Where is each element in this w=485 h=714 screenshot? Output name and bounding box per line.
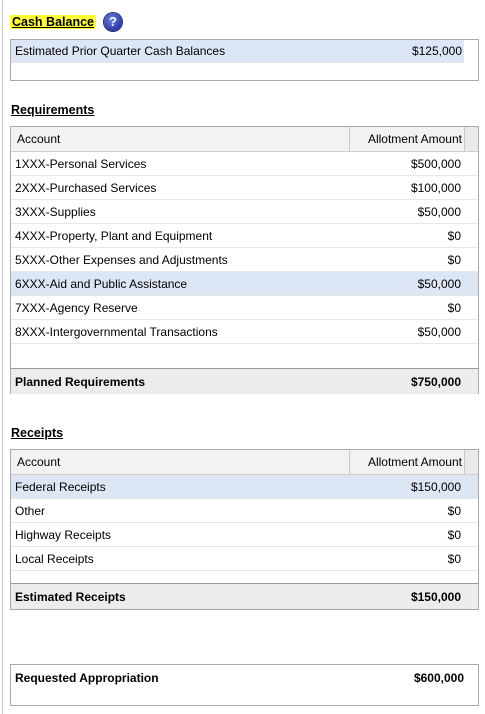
planned-requirements-value: $750,000 [410, 375, 461, 389]
account-cell: 3XXX-Supplies [15, 205, 96, 219]
cash-balance-title: Cash Balance [10, 15, 96, 29]
cash-balance-label: Estimated Prior Quarter Cash Balances [15, 44, 226, 58]
empty-row-space [11, 571, 478, 583]
receipts-header: Account Allotment Amount [11, 450, 478, 475]
requirements-header: Account Allotment Amount [11, 127, 478, 152]
column-divider [349, 450, 350, 474]
estimated-receipts-row: Estimated Receipts $150,000 [11, 583, 478, 609]
amount-cell: $100,000 [410, 181, 461, 195]
table-row[interactable]: 5XXX-Other Expenses and Adjustments $0 [11, 248, 478, 272]
requested-appropriation-box: Requested Appropriation $600,000 [10, 664, 479, 706]
receipts-table: Account Allotment Amount Federal Receipt… [10, 449, 479, 610]
column-header-allotment-amount[interactable]: Allotment Amount [367, 132, 462, 146]
amount-cell: $0 [447, 504, 461, 518]
account-cell: Highway Receipts [15, 528, 112, 542]
table-row[interactable]: Highway Receipts $0 [11, 523, 478, 547]
amount-cell: $0 [447, 253, 461, 267]
amount-cell: $0 [447, 552, 461, 566]
amount-cell: $50,000 [417, 277, 461, 291]
cash-balance-box: Estimated Prior Quarter Cash Balances $1… [10, 39, 479, 81]
cash-balance-row[interactable]: Estimated Prior Quarter Cash Balances $1… [11, 40, 464, 63]
table-row[interactable]: Local Receipts $0 [11, 547, 478, 571]
amount-cell: $0 [447, 229, 461, 243]
estimated-receipts-label: Estimated Receipts [15, 590, 126, 604]
amount-cell: $50,000 [417, 325, 461, 339]
account-cell: 7XXX-Agency Reserve [15, 301, 138, 315]
page-left-border [2, 0, 3, 714]
account-cell: Other [15, 504, 46, 518]
scrollbar-header-cell [464, 127, 478, 151]
column-divider [349, 127, 350, 151]
cash-balance-value: $125,000 [411, 44, 462, 58]
empty-row-space [11, 344, 478, 368]
account-cell: 8XXX-Intergovernmental Transactions [15, 325, 218, 339]
account-cell: 6XXX-Aid and Public Assistance [15, 277, 188, 291]
table-row-selected[interactable]: Federal Receipts $150,000 [11, 475, 478, 499]
amount-cell: $150,000 [410, 480, 461, 494]
amount-cell: $50,000 [417, 205, 461, 219]
column-header-account[interactable]: Account [17, 455, 61, 469]
table-row[interactable]: 7XXX-Agency Reserve $0 [11, 296, 478, 320]
amount-cell: $0 [447, 301, 461, 315]
question-mark-icon[interactable]: ? [104, 13, 122, 31]
table-row[interactable]: 8XXX-Intergovernmental Transactions $50,0… [11, 320, 478, 344]
table-row[interactable]: 1XXX-Personal Services $500,000 [11, 152, 478, 176]
amount-cell: $0 [447, 528, 461, 542]
requirements-table: Account Allotment Amount 1XXX-Personal S… [10, 126, 479, 394]
table-row[interactable]: 3XXX-Supplies $50,000 [11, 200, 478, 224]
planned-requirements-row: Planned Requirements $750,000 [11, 368, 478, 394]
account-cell: 5XXX-Other Expenses and Adjustments [15, 253, 228, 267]
table-row-selected[interactable]: 6XXX-Aid and Public Assistance $50,000 [11, 272, 478, 296]
account-cell: Federal Receipts [15, 480, 106, 494]
scrollbar-header-cell [464, 450, 478, 474]
column-header-allotment-amount[interactable]: Allotment Amount [367, 455, 462, 469]
table-row[interactable]: Other $0 [11, 499, 478, 523]
planned-requirements-label: Planned Requirements [15, 375, 146, 389]
account-cell: Local Receipts [15, 552, 94, 566]
requested-appropriation-value: $600,000 [413, 671, 464, 685]
column-header-account[interactable]: Account [17, 132, 61, 146]
receipts-title: Receipts [11, 426, 64, 440]
account-cell: 1XXX-Personal Services [15, 157, 147, 171]
table-row[interactable]: 4XXX-Property, Plant and Equipment $0 [11, 224, 478, 248]
estimated-receipts-value: $150,000 [410, 590, 461, 604]
amount-cell: $500,000 [410, 157, 461, 171]
account-cell: 4XXX-Property, Plant and Equipment [15, 229, 213, 243]
requirements-title: Requirements [11, 103, 95, 117]
requested-appropriation-row: Requested Appropriation $600,000 [11, 665, 478, 691]
table-row[interactable]: 2XXX-Purchased Services $100,000 [11, 176, 478, 200]
requested-appropriation-label: Requested Appropriation [15, 671, 159, 685]
account-cell: 2XXX-Purchased Services [15, 181, 157, 195]
